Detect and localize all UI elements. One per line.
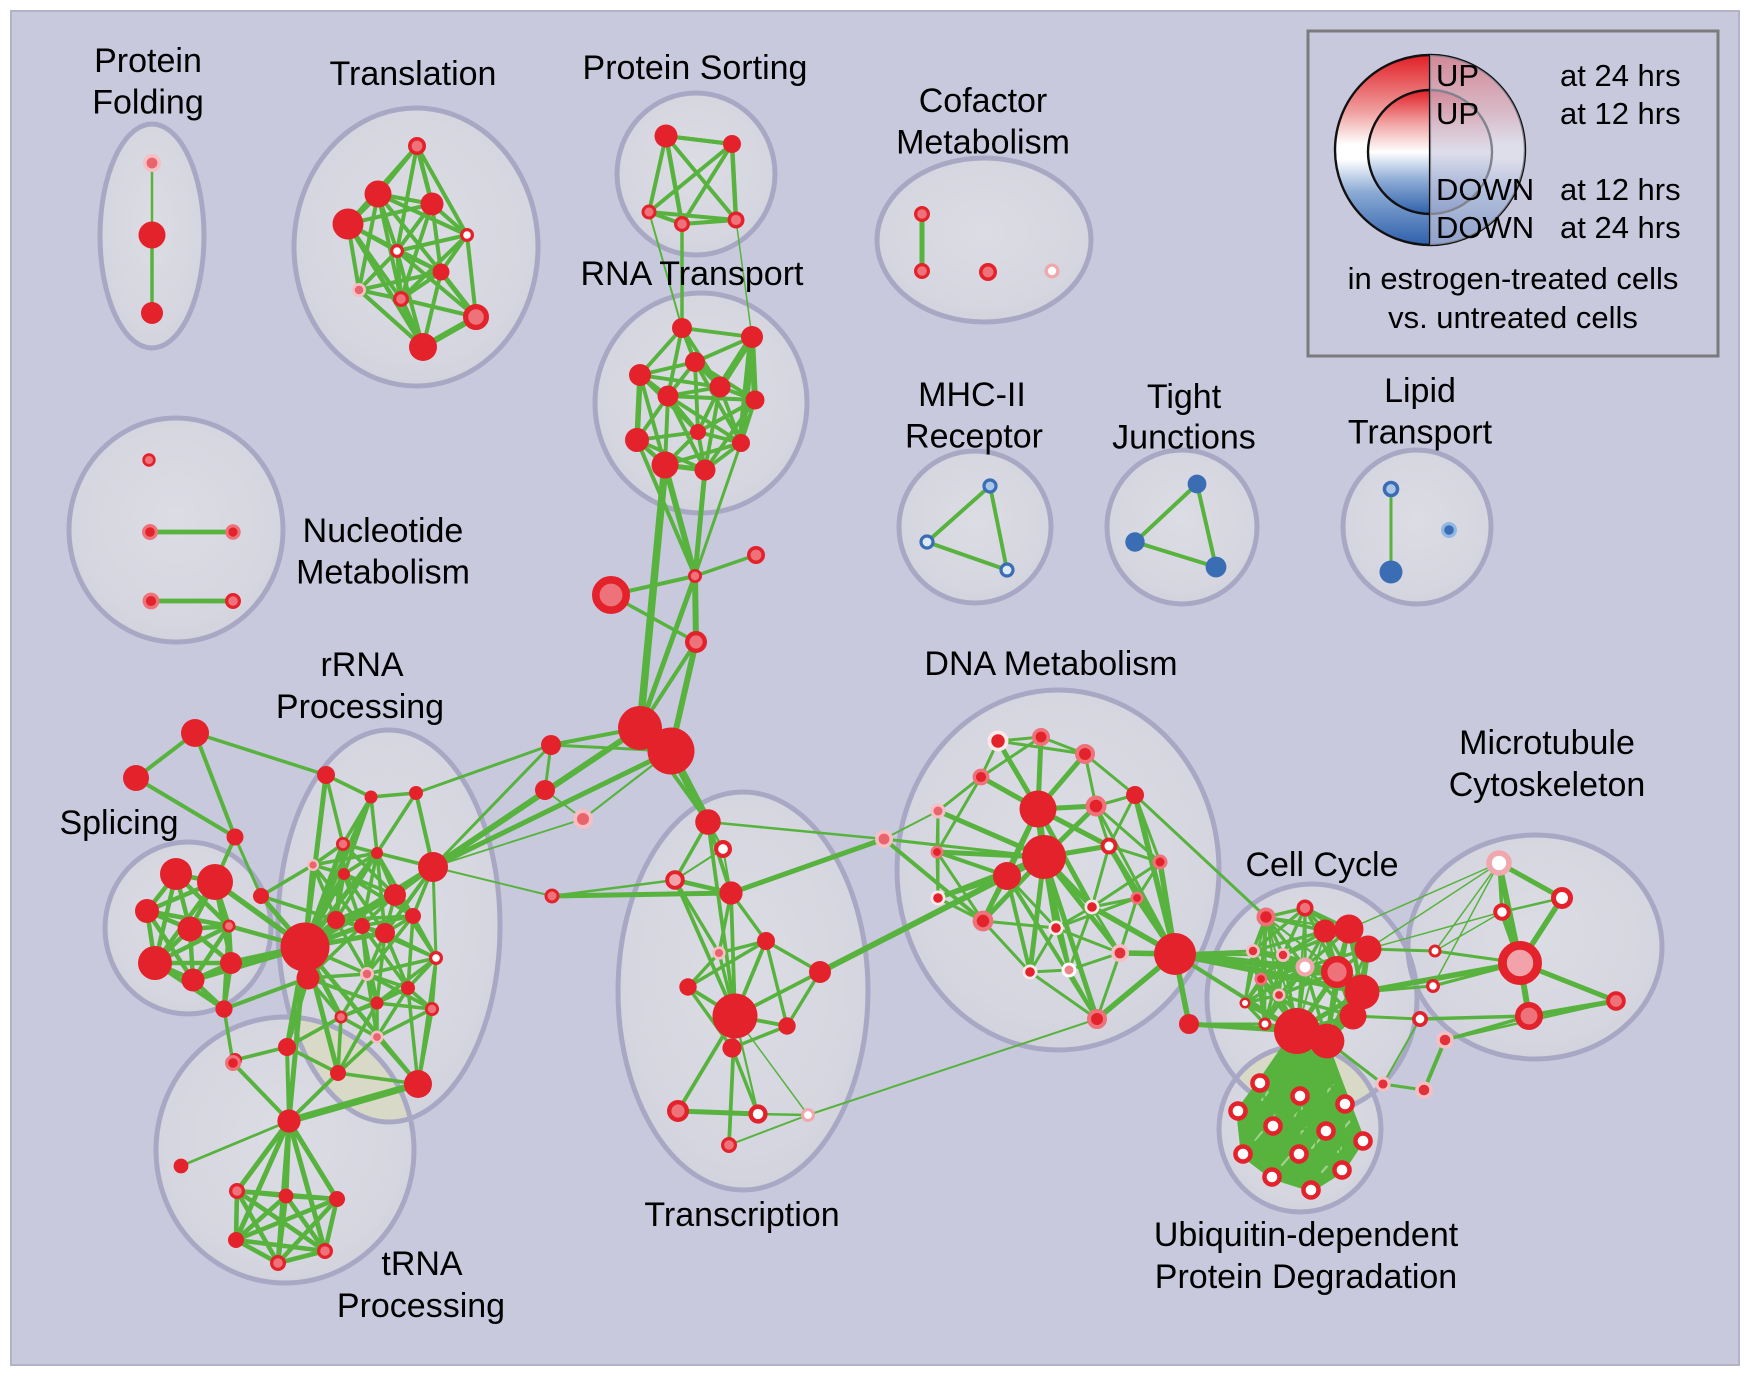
svg-text:Protein Degradation: Protein Degradation (1155, 1258, 1457, 1296)
svg-text:vs. untreated cells: vs. untreated cells (1388, 300, 1638, 335)
svg-text:rRNA: rRNA (320, 646, 403, 684)
svg-text:RNA Transport: RNA Transport (581, 255, 805, 293)
svg-text:Cell Cycle: Cell Cycle (1245, 846, 1398, 884)
svg-text:Protein: Protein (94, 42, 202, 80)
svg-text:in estrogen-treated cells: in estrogen-treated cells (1348, 261, 1679, 296)
svg-text:Folding: Folding (92, 84, 204, 122)
svg-text:Splicing: Splicing (59, 804, 178, 842)
svg-text:Processing: Processing (276, 688, 444, 726)
svg-text:Processing: Processing (337, 1287, 505, 1325)
svg-text:Lipid: Lipid (1384, 372, 1456, 410)
svg-text:Cytoskeleton: Cytoskeleton (1449, 766, 1646, 804)
svg-text:MHC-II: MHC-II (918, 376, 1026, 414)
svg-text:DNA Metabolism: DNA Metabolism (924, 645, 1177, 683)
svg-text:Transport: Transport (1348, 414, 1493, 452)
svg-text:Metabolism: Metabolism (296, 554, 470, 592)
svg-text:Receptor: Receptor (905, 418, 1043, 456)
svg-text:at 12 hrs: at 12 hrs (1560, 172, 1681, 207)
svg-text:Tight: Tight (1147, 378, 1222, 416)
svg-text:DOWN: DOWN (1436, 210, 1534, 245)
svg-text:UP: UP (1436, 96, 1479, 131)
svg-text:Ubiquitin-dependent: Ubiquitin-dependent (1154, 1216, 1459, 1254)
svg-text:Nucleotide: Nucleotide (303, 512, 464, 550)
svg-text:UP: UP (1436, 58, 1479, 93)
svg-text:tRNA: tRNA (381, 1245, 463, 1283)
svg-text:at 24 hrs: at 24 hrs (1560, 58, 1681, 93)
svg-text:at 24 hrs: at 24 hrs (1560, 210, 1681, 245)
svg-text:Translation: Translation (330, 55, 497, 93)
svg-text:DOWN: DOWN (1436, 172, 1534, 207)
svg-text:Junctions: Junctions (1112, 419, 1256, 457)
svg-text:at 12 hrs: at 12 hrs (1560, 96, 1681, 131)
svg-text:Transcription: Transcription (644, 1196, 839, 1234)
svg-text:Metabolism: Metabolism (896, 124, 1070, 162)
svg-text:Protein Sorting: Protein Sorting (583, 49, 808, 87)
svg-text:Microtubule: Microtubule (1459, 724, 1635, 762)
svg-text:Cofactor: Cofactor (919, 82, 1048, 120)
